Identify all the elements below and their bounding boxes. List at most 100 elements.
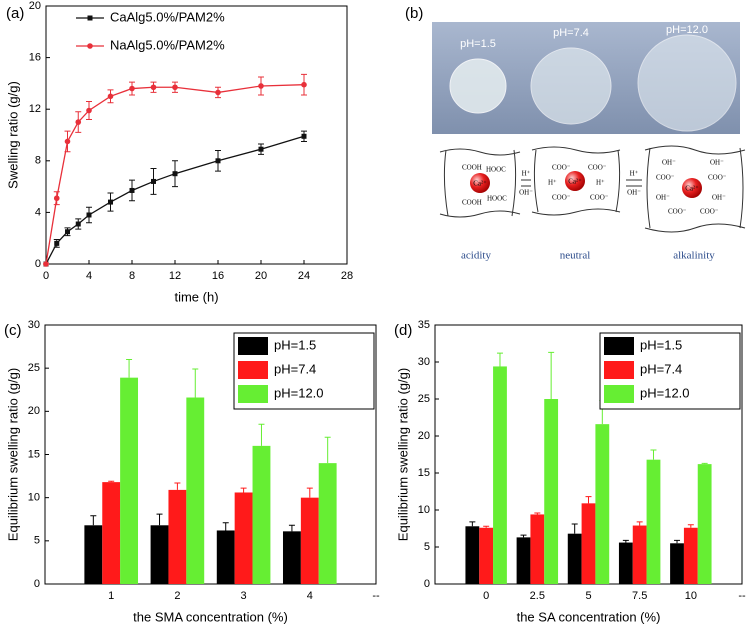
error-bar <box>469 521 476 527</box>
x-tick-label: 4 <box>307 590 313 602</box>
y-tick-label: 20 <box>29 0 41 12</box>
y-tick-label: 5 <box>424 541 430 553</box>
bar <box>282 531 301 584</box>
legend-label: pH=1.5 <box>640 337 682 352</box>
error-bar <box>496 352 503 367</box>
ion-label: OH⁻ <box>712 194 726 202</box>
ion-label: COO⁻ <box>590 194 609 202</box>
legend-label: pH=7.4 <box>640 361 682 376</box>
ion-label: COO⁻ <box>708 174 727 182</box>
photo-panel: (b) pH=1.5 pH=7.4 pH=12.0 Ca²⁺ Ca²⁺ Ca²⁺… <box>405 5 746 262</box>
marker <box>75 221 81 227</box>
x-axis-title: the SA concentration (%) <box>517 609 661 624</box>
error-bar <box>548 351 555 399</box>
gel <box>530 47 612 125</box>
plot-frame <box>45 5 348 265</box>
error-bar <box>687 524 694 528</box>
legend-marker <box>87 43 93 49</box>
ion-label: HOOC <box>486 166 506 174</box>
panel-label: (a) <box>6 5 24 22</box>
ion-label: COO⁻ <box>668 208 687 216</box>
bar <box>84 525 103 584</box>
legend-label: pH=1.5 <box>274 337 316 352</box>
scheme-label: alkalinity <box>673 250 715 262</box>
bar <box>150 525 169 584</box>
legend-label: NaAlg5.0%/PAM2% <box>110 37 225 52</box>
x-tick-label: 0 <box>43 270 49 282</box>
ca-ion <box>470 173 490 193</box>
error-bar <box>156 513 163 526</box>
legend-swatch <box>238 337 268 355</box>
y-axis-title: Swelling ratio (g/g) <box>5 81 20 189</box>
x-tick-label: 16 <box>212 270 224 282</box>
ion-label: H⁺ <box>596 179 605 187</box>
ion-label: H⁺ <box>548 179 557 187</box>
ion-label: H⁺ <box>630 170 639 178</box>
chart: (a) time (h) Swelling ratio (g/g) 0 4 8 12 16 20… <box>5 0 353 304</box>
photo-label: pH=7.4 <box>553 27 589 39</box>
marker <box>215 89 221 96</box>
bar <box>683 527 698 584</box>
error-bar <box>483 525 490 528</box>
x-tick-label: -- <box>372 590 380 602</box>
marker <box>301 81 307 88</box>
series-line <box>45 84 305 265</box>
x-tick-label: 10 <box>685 590 697 602</box>
error-bar <box>622 539 629 543</box>
ca-ion <box>565 171 585 191</box>
marker <box>215 158 221 164</box>
chart: (c) the SMA concentration (%) Equilibrium … <box>4 319 380 625</box>
x-tick-label: 7.5 <box>632 590 647 602</box>
ca-ion <box>682 178 702 198</box>
marker <box>54 240 60 246</box>
bar <box>252 445 271 584</box>
photo-label: pH=1.5 <box>460 38 496 50</box>
y-tick-label: 4 <box>35 206 41 218</box>
error-bar <box>108 480 115 483</box>
x-axis-title: time (h) <box>174 289 218 304</box>
marker <box>86 107 92 114</box>
bar <box>544 399 559 584</box>
bar <box>567 533 582 584</box>
y-tick-label: 8 <box>35 155 41 167</box>
scheme-label: acidity <box>461 250 491 262</box>
legend-swatch <box>604 337 634 355</box>
marker <box>107 93 114 100</box>
y-tick-label: 15 <box>28 448 40 460</box>
scheme-label: neutral <box>560 250 591 262</box>
legend-swatch <box>238 361 268 379</box>
marker <box>150 84 157 91</box>
bar <box>102 482 121 584</box>
legend-label: pH=7.4 <box>274 361 316 376</box>
error-bar <box>126 359 133 378</box>
bar <box>632 525 647 584</box>
ion-label: COO⁻ <box>552 164 571 172</box>
y-tick-label: 25 <box>418 393 430 405</box>
marker <box>75 119 82 125</box>
bar <box>216 530 235 584</box>
ion-label: Ca²⁺ <box>685 185 699 193</box>
y-tick-label: 16 <box>29 52 41 64</box>
y-tick-label: 25 <box>28 362 40 374</box>
bar <box>234 492 253 584</box>
x-tick-label: 12 <box>169 270 181 282</box>
y-tick-label: 10 <box>418 504 430 516</box>
marker <box>172 84 178 91</box>
bar <box>493 366 507 584</box>
panel-label: (d) <box>394 322 412 339</box>
y-tick-label: 0 <box>35 258 41 270</box>
error-bar <box>222 522 229 531</box>
y-axis-title: Equilibrium swelling ratio (g/g) <box>5 368 20 541</box>
x-tick-label: 8 <box>129 270 135 282</box>
error-bar <box>192 368 199 398</box>
y-tick-label: 35 <box>418 319 430 331</box>
x-tick-label: 28 <box>341 270 353 282</box>
bar <box>646 459 661 584</box>
y-tick-label: 20 <box>418 430 430 442</box>
bar <box>516 537 531 584</box>
bar <box>581 503 596 584</box>
ion-label: OH⁻ <box>662 159 676 167</box>
ion-label: H⁺ <box>522 170 531 178</box>
error-bar <box>571 523 578 534</box>
